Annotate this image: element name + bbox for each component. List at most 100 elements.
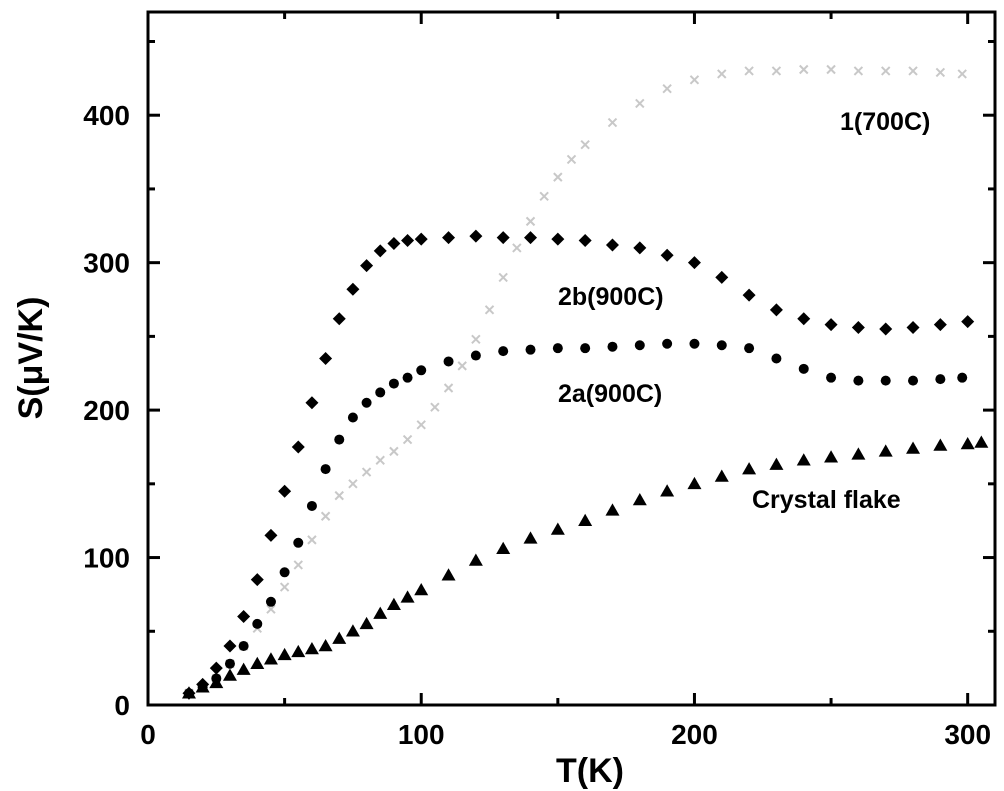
series-3-point-13	[359, 616, 374, 630]
series-1-point-35	[906, 321, 920, 335]
series-0-point-34	[717, 69, 727, 79]
series-0-point-39	[853, 66, 864, 76]
series-0-point-27	[553, 172, 563, 182]
series-3-point-37	[960, 437, 975, 450]
series-0-point-10	[320, 511, 331, 521]
series-1-point-29	[742, 288, 756, 302]
series-0-point-30	[607, 117, 618, 128]
series-0-point-6	[266, 604, 276, 614]
series-3-point-18	[441, 568, 456, 581]
series-2-point-29	[744, 343, 755, 354]
series-0-point-33	[689, 75, 700, 85]
series-label-3: Crystal flake	[752, 486, 901, 514]
series-3-point-33	[851, 447, 866, 460]
x-tick-label-2: 200	[671, 719, 718, 750]
series-3-point-38	[974, 435, 989, 448]
series-label-2: 2a(900C)	[558, 380, 662, 408]
series-3-point-0	[181, 686, 196, 699]
series-2-point-26	[662, 338, 673, 349]
series-0-point-17	[416, 420, 426, 430]
series-0-point-20	[457, 361, 467, 371]
series-0-point-38	[826, 64, 836, 75]
series-2-point-28	[716, 340, 727, 351]
series-0-point-13	[361, 467, 372, 477]
series-0-point-42	[935, 67, 946, 78]
series-3-point-34	[878, 444, 893, 457]
series-0-point-32	[662, 83, 672, 94]
series-3-point-2	[209, 675, 224, 689]
series-1-point-23	[578, 234, 592, 248]
series-2-point-17	[416, 365, 427, 376]
series-3-point-5	[250, 656, 265, 669]
series-0-point-36	[771, 66, 782, 76]
series-3-point-6	[263, 652, 278, 665]
series-0-point-7	[279, 582, 290, 592]
series-3-point-9	[304, 641, 319, 655]
series-0-point-26	[539, 191, 549, 202]
series-2-point-9	[306, 500, 317, 511]
series-label-layer: 1(700C) 2b(900C) 2a(900C) Crystal flake	[558, 108, 930, 514]
series-0-point-43	[957, 69, 967, 79]
series-1-point-18	[442, 231, 456, 245]
series-1-point-31	[797, 312, 811, 326]
series-3-point-31	[796, 453, 811, 466]
series-1-point-30	[769, 303, 783, 317]
series-1-point-5	[250, 573, 264, 587]
series-0-point-14	[375, 455, 385, 465]
series-0-point-15	[389, 446, 399, 457]
series-1-point-10	[319, 352, 333, 365]
y-tick-label-2: 200	[83, 395, 130, 426]
series-0-point-24	[512, 243, 522, 253]
series-1-point-28	[715, 270, 729, 284]
series-0-point-11	[334, 490, 344, 501]
series-3-point-20	[496, 541, 511, 554]
series-2-point-3	[224, 658, 235, 669]
series-0-point-22	[484, 305, 495, 315]
tick-layer	[146, 12, 995, 707]
y-tick-label-1: 100	[83, 543, 130, 574]
series-1-point-8	[291, 440, 305, 454]
series-2-point-10	[320, 464, 331, 475]
series-1-point-37	[961, 315, 975, 329]
series-0-point-41	[908, 66, 918, 76]
series-2-point-25	[634, 340, 645, 351]
series-2-point-5	[252, 618, 263, 629]
tick-label-layer: 0 100 200 300 0 100 200 300 400	[83, 100, 991, 750]
series-3-point-28	[714, 469, 729, 482]
series-0-point-31	[635, 98, 645, 109]
series-1-point-17	[414, 232, 428, 246]
series-2-point-7	[279, 567, 290, 578]
series-3-point-25	[632, 493, 647, 506]
series-2-point-20	[498, 346, 509, 357]
series-2-point-22	[552, 343, 563, 354]
series-2-point-23	[580, 343, 591, 354]
series-3-point-11	[332, 631, 347, 644]
series-2-point-33	[853, 375, 864, 386]
series-label-0: 1(700C)	[840, 108, 930, 136]
series-2-point-32	[826, 372, 837, 383]
series-0-point-28	[566, 154, 577, 165]
series-2-point-14	[375, 387, 386, 398]
x-axis-title: T(K)	[556, 752, 624, 790]
series-2-point-36	[935, 374, 946, 385]
series-2-point-15	[388, 378, 399, 389]
series-3-point-17	[414, 582, 429, 596]
series-2-point-19	[470, 350, 481, 361]
series-3-point-1	[195, 680, 210, 693]
x-tick-label-3: 300	[944, 719, 991, 750]
series-2-point-37	[957, 372, 968, 383]
series-3-point-26	[660, 484, 675, 497]
series-0-point-37	[799, 64, 809, 75]
series-2-point-21	[525, 344, 536, 355]
series-3-point-14	[373, 606, 388, 619]
x-tick-label-0: 0	[140, 719, 156, 750]
series-1-point-22	[551, 232, 565, 246]
series-3-point-3	[222, 668, 237, 681]
series-1	[182, 229, 975, 700]
series-3-point-16	[400, 590, 415, 603]
data-layer	[181, 64, 989, 700]
series-0-point-18	[430, 402, 440, 412]
series-2-point-12	[347, 412, 358, 423]
series-3-point-23	[578, 513, 593, 526]
